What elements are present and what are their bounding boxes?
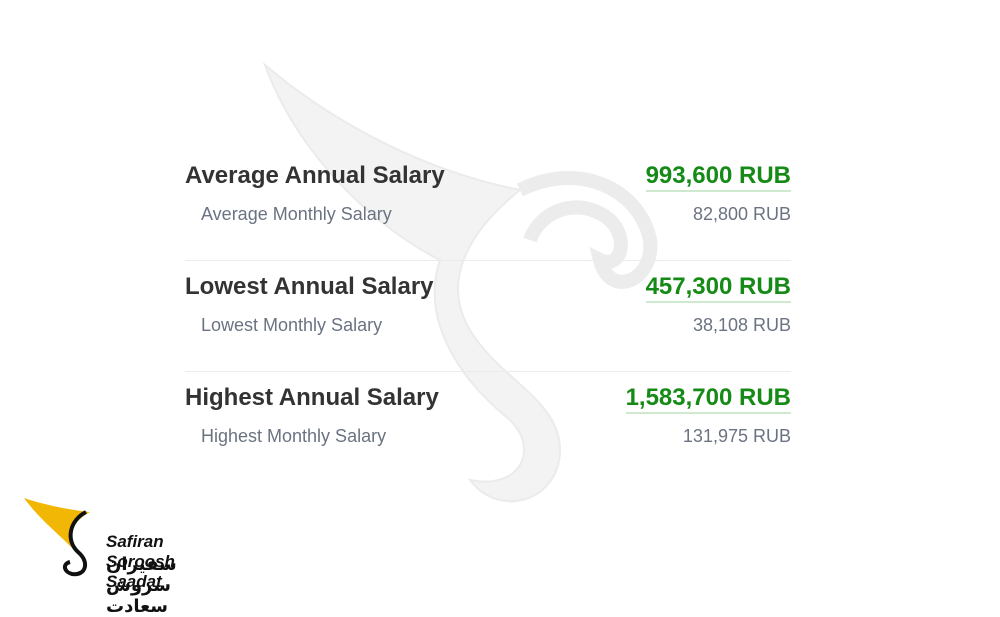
logo: Safiran Soroosh Saadat سفیران سروش سعادت (20, 490, 177, 616)
monthly-label: Lowest Monthly Salary (201, 315, 383, 335)
annual-label: Highest Annual Salary (185, 384, 439, 411)
monthly-label: Average Monthly Salary (201, 204, 392, 224)
salary-row: Lowest Annual Salary 457,300 RUB Lowest Mo… (185, 261, 791, 372)
monthly-value: 131,975 RUB (682, 426, 791, 446)
monthly-value: 82,800 RUB (692, 204, 791, 224)
salary-row: Average Annual Salary 993,600 RUB Average … (185, 150, 791, 261)
annual-label: Lowest Annual Salary (185, 273, 434, 300)
salary-row: Highest Annual Salary 1,583,700 RUB Highes… (185, 372, 791, 483)
logo-icon (24, 498, 90, 577)
logo-text: Safiran Soroosh Saadat (106, 532, 175, 591)
logo-text-fa: سفیران سروش سعادت (106, 554, 177, 616)
annual-label: Average Annual Salary (185, 162, 445, 189)
annual-value: 1,583,700 RUB (625, 384, 791, 414)
monthly-value: 38,108 RUB (692, 315, 791, 335)
annual-value: 457,300 RUB (645, 273, 791, 303)
page: Average Annual Salary 993,600 RUB Average … (20, 61, 791, 616)
salary-list: Average Annual Salary 993,600 RUB Average … (185, 150, 791, 483)
monthly-label: Highest Monthly Salary (201, 426, 387, 446)
annual-value: 993,600 RUB (645, 162, 791, 192)
